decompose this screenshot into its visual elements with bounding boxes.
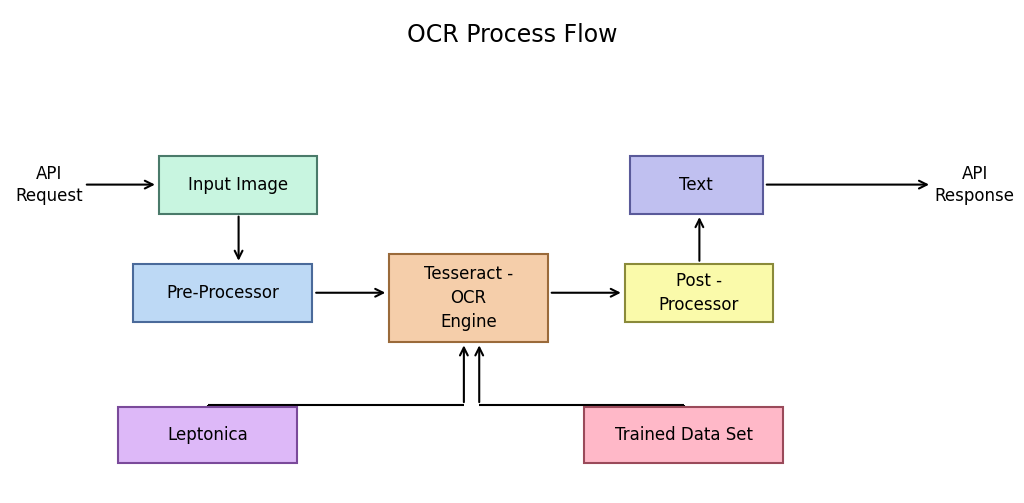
FancyBboxPatch shape (118, 407, 297, 463)
Text: Tesseract -
OCR
Engine: Tesseract - OCR Engine (424, 266, 513, 330)
FancyBboxPatch shape (159, 156, 317, 214)
Text: OCR Process Flow: OCR Process Flow (407, 23, 617, 47)
Text: Pre-Processor: Pre-Processor (166, 284, 280, 302)
Text: Text: Text (680, 176, 713, 194)
Text: Trained Data Set: Trained Data Set (614, 426, 753, 444)
FancyBboxPatch shape (630, 156, 763, 214)
Text: API
Response: API Response (935, 164, 1015, 205)
FancyBboxPatch shape (133, 264, 312, 322)
FancyBboxPatch shape (584, 407, 783, 463)
Text: Leptonica: Leptonica (167, 426, 248, 444)
Text: API
Request: API Request (15, 164, 83, 205)
Text: Input Image: Input Image (188, 176, 288, 194)
FancyBboxPatch shape (625, 264, 773, 322)
FancyBboxPatch shape (389, 254, 548, 342)
Text: Post -
Processor: Post - Processor (658, 272, 739, 314)
